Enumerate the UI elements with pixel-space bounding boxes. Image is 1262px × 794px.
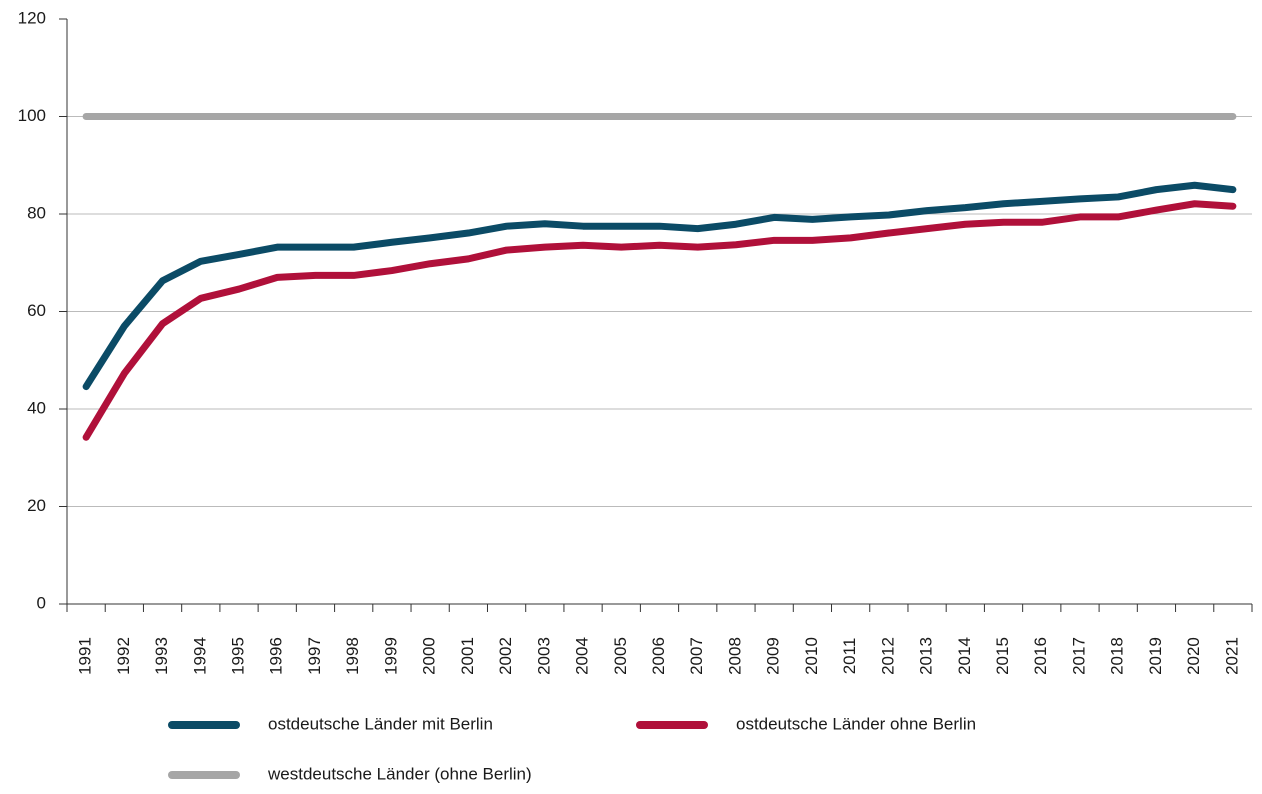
- series-line: [82, 200, 1237, 441]
- x-tick-label: 2001: [458, 637, 477, 675]
- x-tick-label: 2006: [649, 637, 668, 675]
- x-tick-label: 2021: [1222, 637, 1241, 675]
- x-tick-label: 1994: [190, 637, 209, 675]
- x-tick-label: 1993: [152, 637, 171, 675]
- series-line: [82, 181, 1237, 391]
- x-tick-label: 2017: [1069, 637, 1088, 675]
- x-tick-label: 2014: [955, 637, 974, 675]
- y-tick-label: 20: [27, 496, 46, 515]
- x-tick-label: 2016: [1031, 637, 1050, 675]
- x-tick-label: 2015: [993, 637, 1012, 675]
- legend-label: westdeutsche Länder (ohne Berlin): [267, 764, 532, 783]
- x-tick-label: 1992: [114, 637, 133, 675]
- x-tick-label: 2011: [840, 638, 859, 675]
- y-tick-label: 0: [37, 593, 46, 612]
- x-tick-label: 1999: [381, 637, 400, 675]
- x-tick-label: 1991: [76, 637, 95, 675]
- x-tick-label: 2008: [725, 637, 744, 675]
- x-tick-label: 2005: [611, 637, 630, 675]
- x-tick-label: 2000: [420, 637, 439, 675]
- x-tick-label: 2019: [1146, 637, 1165, 675]
- x-tick-label: 2009: [764, 637, 783, 675]
- y-tick-label: 40: [27, 398, 46, 417]
- y-tick-label: 60: [27, 301, 46, 320]
- y-tick-label: 100: [18, 106, 46, 125]
- x-tick-label: 2007: [687, 637, 706, 675]
- x-tick-label: 2020: [1184, 637, 1203, 675]
- y-tick-label: 80: [27, 203, 46, 222]
- x-tick-label: 1996: [267, 637, 286, 675]
- x-tick-label: 2018: [1108, 637, 1127, 675]
- y-tick-label: 120: [18, 8, 46, 27]
- x-tick-label: 2002: [496, 637, 515, 675]
- x-tick-label: 2010: [802, 637, 821, 675]
- x-tick-label: 1997: [305, 637, 324, 675]
- legend-label: ostdeutsche Länder mit Berlin: [268, 714, 493, 733]
- x-tick-label: 1995: [229, 637, 248, 675]
- legend-label: ostdeutsche Länder ohne Berlin: [736, 714, 976, 733]
- x-tick-label: 2003: [534, 637, 553, 675]
- x-tick-label: 2013: [917, 637, 936, 675]
- x-tick-label: 1998: [343, 637, 362, 675]
- x-tick-label: 2004: [573, 637, 592, 675]
- x-tick-label: 2012: [878, 637, 897, 675]
